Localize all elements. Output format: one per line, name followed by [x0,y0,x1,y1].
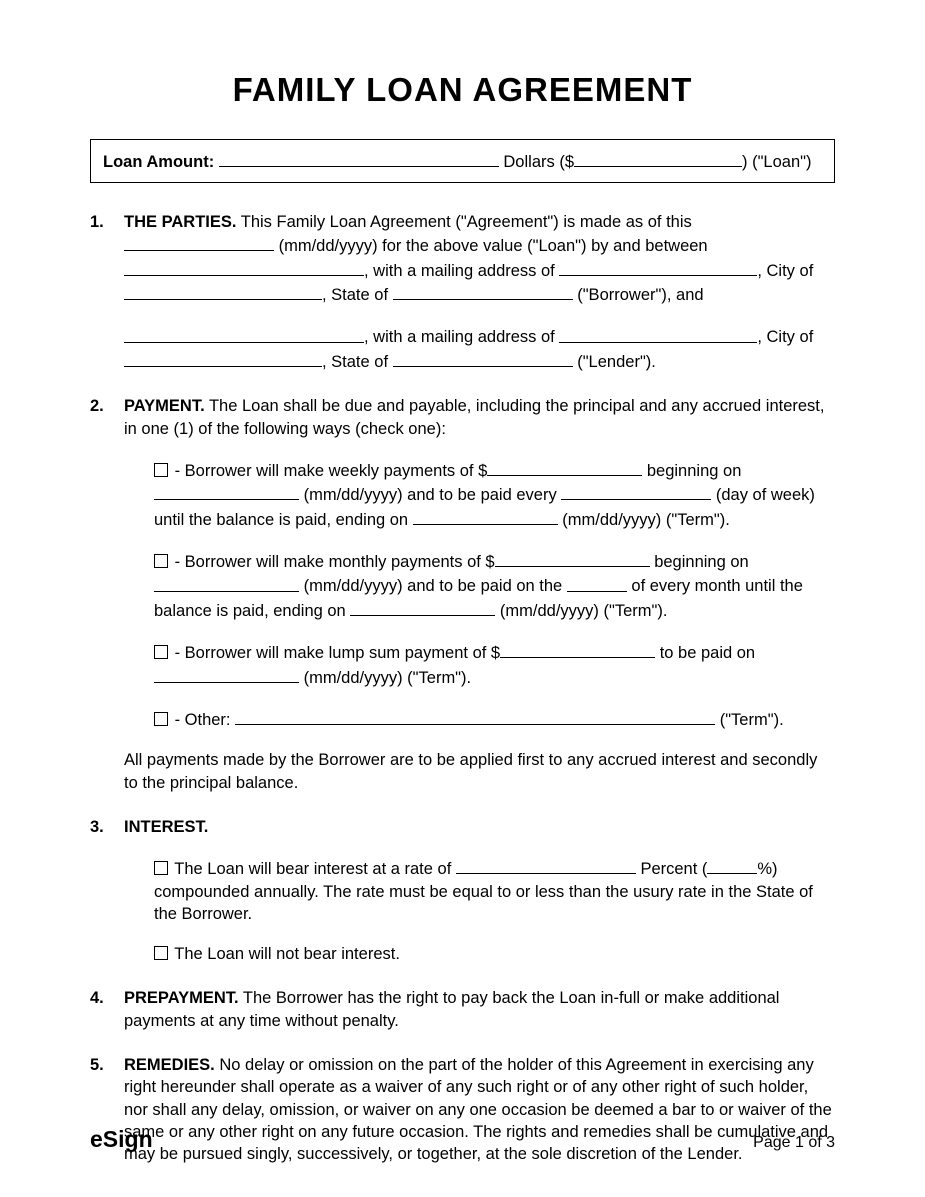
section-number: 2. [90,395,124,794]
text: The Loan will bear interest at a rate of [170,860,456,878]
borrower-address-blank[interactable] [559,258,757,276]
interest-option-yes: The Loan will bear interest at a rate of… [154,856,835,925]
lender-state-blank[interactable] [393,349,573,367]
section-heading: PREPAYMENT. [124,989,239,1007]
weekly-amount-blank[interactable] [487,458,642,476]
monthly-day-blank[interactable] [567,573,627,591]
loan-amount-box: Loan Amount: Dollars ($ ) ("Loan") [90,139,835,183]
text: , City of [757,262,813,280]
section-number: 4. [90,987,124,1032]
brand-logo: eSign [90,1124,153,1155]
other-blank[interactable] [235,707,715,725]
section-interest: 3. INTEREST. The Loan will bear interest… [90,816,835,965]
checkbox-icon[interactable] [154,645,168,659]
loan-end-text: ) ("Loan") [742,153,812,171]
text: , City of [757,329,813,347]
borrower-state-blank[interactable] [393,282,573,300]
weekly-day-blank[interactable] [561,482,711,500]
payment-option-lump: - Borrower will make lump sum payment of… [154,640,835,689]
text: The Loan shall be due and payable, inclu… [124,397,824,437]
text: ("Term"). [715,711,784,729]
lender-name-blank[interactable] [124,324,364,342]
weekly-start-blank[interactable] [154,482,299,500]
weekly-end-blank[interactable] [413,507,558,525]
text: Percent ( [636,860,708,878]
page-number: Page 1 of 3 [753,1132,835,1154]
text: ("Borrower"), and [573,286,704,304]
text: to be paid on [655,644,755,662]
sections-list: 1. THE PARTIES. This Family Loan Agreeme… [90,211,835,1165]
text: , with a mailing address of [364,262,559,280]
text: (mm/dd/yyyy) ("Term"). [299,669,471,687]
text: (mm/dd/yyyy) ("Term"). [558,511,730,529]
text: (mm/dd/yyyy) ("Term"). [495,602,667,620]
interest-rate-words-blank[interactable] [456,856,636,874]
section-number: 1. [90,211,124,373]
page-footer: eSign Page 1 of 3 [90,1124,835,1155]
document-title: FAMILY LOAN AGREEMENT [90,68,835,113]
text: (mm/dd/yyyy) and to be paid on the [299,578,567,596]
section-number: 3. [90,816,124,965]
text: This Family Loan Agreement ("Agreement")… [236,213,691,231]
date-blank[interactable] [124,233,274,251]
lump-amount-blank[interactable] [500,640,655,658]
checkbox-icon[interactable] [154,463,168,477]
text: ("Lender"). [573,353,656,371]
payment-outro: All payments made by the Borrower are to… [124,749,835,794]
text: - Other: [170,711,235,729]
text: (mm/dd/yyyy) and to be paid every [299,486,561,504]
section-heading: THE PARTIES. [124,213,236,231]
text: beginning on [650,553,749,571]
payment-option-weekly: - Borrower will make weekly payments of … [154,458,835,531]
interest-option-no: The Loan will not bear interest. [154,943,835,965]
text: , State of [322,353,393,371]
text: - Borrower will make weekly payments of … [170,462,487,480]
text: , State of [322,286,393,304]
section-heading: REMEDIES. [124,1056,215,1074]
checkbox-icon[interactable] [154,554,168,568]
checkbox-icon[interactable] [154,861,168,875]
monthly-end-blank[interactable] [350,598,495,616]
text: (mm/dd/yyyy) for the above value ("Loan"… [274,237,708,255]
monthly-amount-blank[interactable] [495,549,650,567]
checkbox-icon[interactable] [154,946,168,960]
checkbox-icon[interactable] [154,712,168,726]
text: - Borrower will make lump sum payment of… [170,644,500,662]
text: - Borrower will make monthly payments of… [170,553,495,571]
loan-amount-label: Loan Amount: [103,153,214,171]
borrower-city-blank[interactable] [124,282,322,300]
section-heading: INTEREST. [124,818,208,836]
text: beginning on [642,462,741,480]
payment-option-other: - Other: ("Term"). [154,707,835,731]
section-prepayment: 4. PREPAYMENT. The Borrower has the righ… [90,987,835,1032]
text: The Loan will not bear interest. [170,945,400,963]
text: , with a mailing address of [364,329,559,347]
section-payment: 2. PAYMENT. The Loan shall be due and pa… [90,395,835,794]
borrower-name-blank[interactable] [124,258,364,276]
payment-option-monthly: - Borrower will make monthly payments of… [154,549,835,622]
lender-address-blank[interactable] [559,324,757,342]
lender-city-blank[interactable] [124,349,322,367]
interest-rate-pct-blank[interactable] [707,856,757,874]
lump-date-blank[interactable] [154,665,299,683]
loan-amount-blank-words[interactable] [219,149,499,167]
monthly-start-blank[interactable] [154,573,299,591]
section-parties: 1. THE PARTIES. This Family Loan Agreeme… [90,211,835,373]
loan-dollars-text: Dollars ($ [503,153,574,171]
loan-amount-blank-numeric[interactable] [574,149,742,167]
section-heading: PAYMENT. [124,397,205,415]
